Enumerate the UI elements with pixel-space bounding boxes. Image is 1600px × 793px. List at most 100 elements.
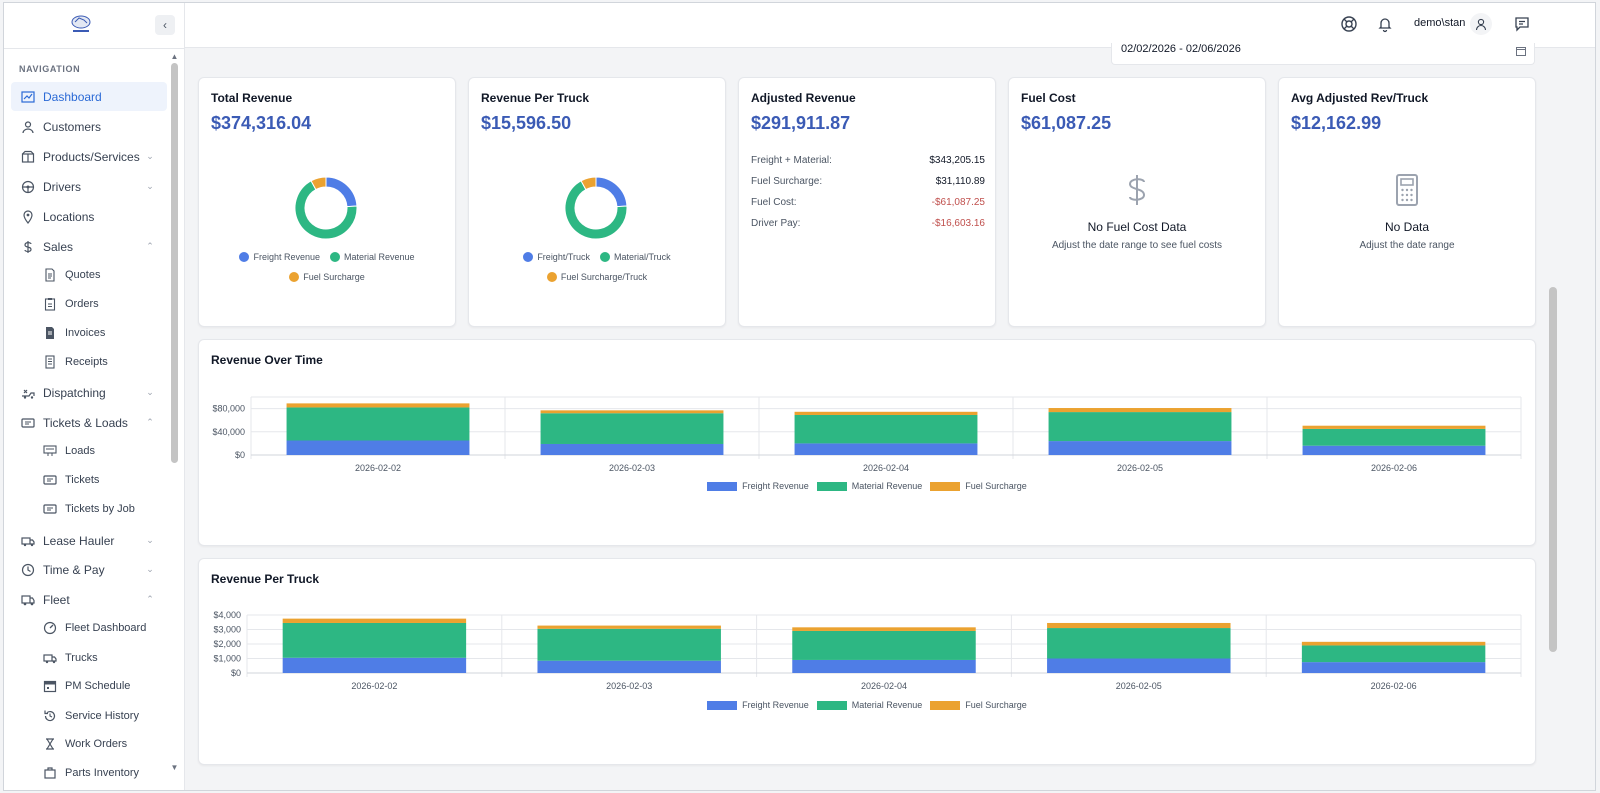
bar-segment[interactable] xyxy=(1301,645,1486,663)
bar-segment[interactable] xyxy=(282,657,467,673)
chevron-icon[interactable]: ⌄ xyxy=(146,151,154,161)
sidebar-scrollbar[interactable] xyxy=(171,63,178,463)
sidebar-item-tickets-loads[interactable]: Tickets & Loads ⌃ xyxy=(11,408,167,437)
legend-freight[interactable]: Freight Revenue xyxy=(707,481,809,491)
legend-freight[interactable]: Freight Revenue xyxy=(239,252,320,262)
dollar-sign-icon xyxy=(1128,175,1146,205)
donut-slice[interactable] xyxy=(595,176,628,208)
bar-segment[interactable] xyxy=(792,627,976,631)
bar-segment[interactable] xyxy=(540,443,724,455)
bar-segment[interactable] xyxy=(1047,658,1231,674)
nav-icon-wrap xyxy=(43,766,57,780)
chevron-icon[interactable]: ⌃ xyxy=(146,241,154,251)
sidebar-item-dispatching[interactable]: Dispatching ⌄ xyxy=(11,378,167,407)
bar-segment[interactable] xyxy=(286,403,470,408)
legend-material[interactable]: Material Revenue xyxy=(330,252,415,262)
chevron-icon[interactable]: ⌄ xyxy=(146,564,154,574)
sidebar-item-parts-inventory[interactable]: Parts Inventory xyxy=(11,760,167,786)
bar-segment[interactable] xyxy=(1047,628,1231,659)
sidebar-item-receipts[interactable]: Receipts xyxy=(11,349,167,375)
bar-segment[interactable] xyxy=(1302,425,1486,429)
bar-segment[interactable] xyxy=(794,443,978,455)
sidebar-item-locations[interactable]: Locations xyxy=(11,202,167,231)
user-name[interactable]: demo\stan xyxy=(1414,17,1466,29)
legend-swatch xyxy=(707,700,738,710)
date-range-picker[interactable]: 02/02/2026 - 02/06/2026 xyxy=(1111,43,1535,65)
sidebar-item-fleet[interactable]: Fleet ⌃ xyxy=(11,585,167,614)
user-avatar[interactable] xyxy=(1470,13,1492,35)
donut-slice[interactable] xyxy=(564,180,628,240)
sidebar-collapse-button[interactable]: ‹ xyxy=(155,15,175,35)
user-icon xyxy=(1475,18,1487,31)
legend-freight[interactable]: Freight Revenue xyxy=(707,700,809,710)
sidebar-item-loads[interactable]: Loads xyxy=(11,438,167,464)
sidebar-item-invoices[interactable]: Invoices xyxy=(11,320,167,346)
ticket-icon xyxy=(43,504,57,514)
bar-segment[interactable] xyxy=(792,630,976,660)
bar-segment[interactable] xyxy=(286,407,470,441)
bar-segment[interactable] xyxy=(282,618,467,623)
bar-segment[interactable] xyxy=(1048,441,1232,455)
legend-fuel[interactable]: Fuel Surcharge xyxy=(930,700,1027,710)
bar-segment[interactable] xyxy=(1301,662,1486,673)
donut-slice[interactable] xyxy=(294,180,358,240)
legend-fuel[interactable]: Fuel Surcharge/Truck xyxy=(546,272,647,282)
scroll-down-arrow[interactable]: ▼ xyxy=(170,763,179,772)
sidebar-item-products-services[interactable]: Products/Services ⌄ xyxy=(11,142,167,171)
sidebar-item-dashboard[interactable]: Dashboard xyxy=(11,82,167,111)
lifebuoy-icon[interactable] xyxy=(1340,15,1358,33)
bar-segment[interactable] xyxy=(1048,408,1232,413)
parts-icon xyxy=(44,767,56,779)
bell-icon[interactable] xyxy=(1376,15,1394,33)
sidebar-item-service-history[interactable]: Service History xyxy=(11,703,167,729)
legend-fuel[interactable]: Fuel Surcharge xyxy=(930,481,1027,491)
legend-fuel[interactable]: Fuel Surcharge xyxy=(289,272,365,282)
sidebar-item-sales[interactable]: Sales ⌃ xyxy=(11,232,167,261)
bar-segment[interactable] xyxy=(540,413,724,444)
bar-segment[interactable] xyxy=(1301,641,1486,646)
bar-segment[interactable] xyxy=(282,622,467,658)
sidebar-item-lease-hauler[interactable]: Lease Hauler ⌄ xyxy=(11,526,167,555)
legend-material[interactable]: Material Revenue xyxy=(816,700,922,710)
sidebar-item-trucks[interactable]: Trucks xyxy=(11,645,167,671)
main-scrollbar[interactable] xyxy=(1549,287,1557,652)
chevron-icon[interactable]: ⌃ xyxy=(146,417,154,427)
legend-material[interactable]: Material Revenue xyxy=(816,481,922,491)
sidebar-item-fleet-dashboard[interactable]: Fleet Dashboard xyxy=(11,615,167,641)
scroll-up-arrow[interactable]: ▲ xyxy=(170,52,179,61)
donut-slice[interactable] xyxy=(310,176,327,191)
sidebar-item-work-orders[interactable]: Work Orders xyxy=(11,731,167,757)
donut-slice[interactable] xyxy=(325,176,358,208)
bar-segment[interactable] xyxy=(792,659,976,673)
sidebar-item-quotes[interactable]: Quotes xyxy=(11,262,167,288)
donut-slice[interactable] xyxy=(580,176,597,191)
chevron-icon[interactable]: ⌄ xyxy=(146,387,154,397)
bar-segment[interactable] xyxy=(794,414,978,444)
sidebar-item-tickets-by-job[interactable]: Tickets by Job xyxy=(11,496,167,522)
bar-segment[interactable] xyxy=(1048,412,1232,442)
chevron-icon[interactable]: ⌄ xyxy=(146,181,154,191)
sidebar-item-time-pay[interactable]: Time & Pay ⌄ xyxy=(11,555,167,584)
chevron-icon[interactable]: ⌄ xyxy=(146,535,154,545)
empty-state-title: No Data xyxy=(1384,220,1430,234)
bar-segment[interactable] xyxy=(537,628,721,661)
legend-freight[interactable]: Freight/Truck xyxy=(523,252,590,262)
bar-segment[interactable] xyxy=(1302,428,1486,446)
sidebar-item-tickets[interactable]: Tickets xyxy=(11,467,167,493)
sidebar-item-pm-schedule[interactable]: PM Schedule xyxy=(11,673,167,699)
bar-segment[interactable] xyxy=(286,440,470,456)
chevron-icon[interactable]: ⌃ xyxy=(146,594,154,604)
bar-segment[interactable] xyxy=(794,411,978,415)
gauge-icon xyxy=(43,621,57,635)
x-tick-label: 2026-02-02 xyxy=(355,463,401,473)
bar-segment[interactable] xyxy=(1302,445,1486,455)
bar-segment[interactable] xyxy=(540,410,724,414)
chat-icon[interactable] xyxy=(1513,15,1531,33)
bar-segment[interactable] xyxy=(537,625,721,629)
bar-segment[interactable] xyxy=(1047,622,1231,629)
sidebar-item-customers[interactable]: Customers xyxy=(11,112,167,141)
legend-material[interactable]: Material/Truck xyxy=(600,252,671,262)
bar-segment[interactable] xyxy=(537,660,721,673)
sidebar-item-drivers[interactable]: Drivers ⌄ xyxy=(11,172,167,201)
sidebar-item-orders[interactable]: Orders xyxy=(11,291,167,317)
